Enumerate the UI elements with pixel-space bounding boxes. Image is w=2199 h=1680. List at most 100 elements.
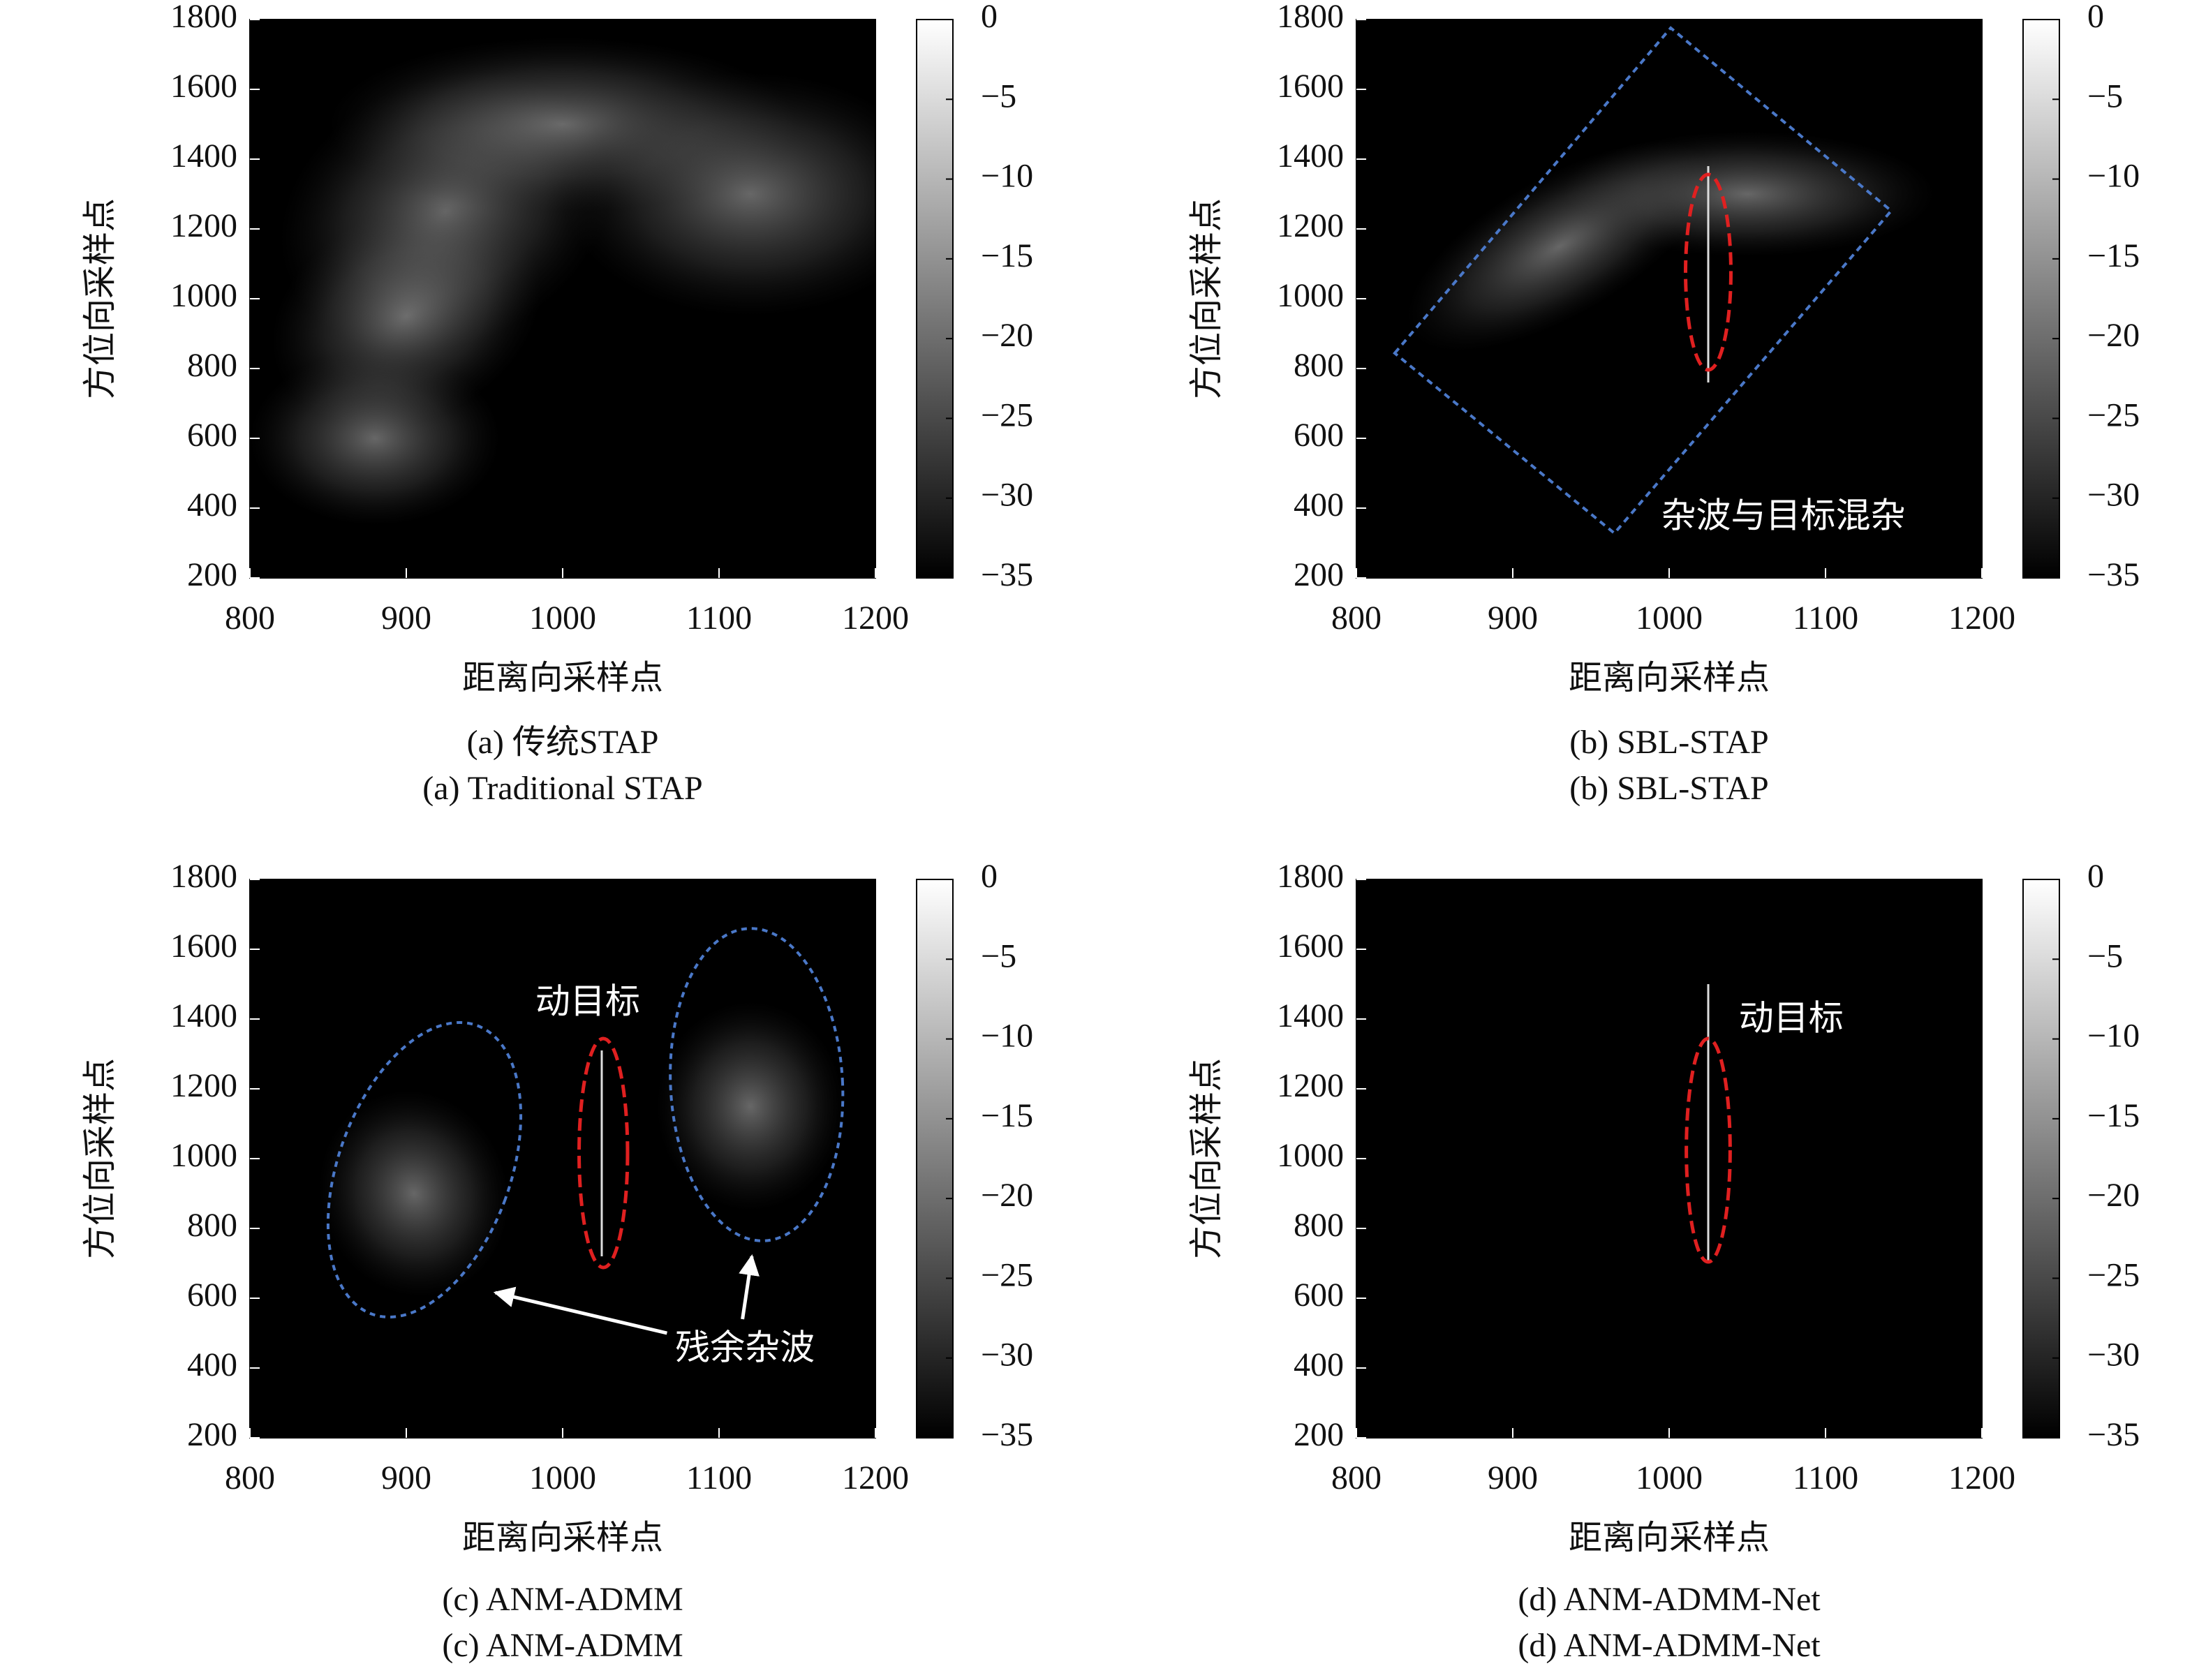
annotation: 动目标 [1739,998,1844,1037]
clutter-glow [250,351,501,526]
region-outline [669,927,845,1242]
colorbar-tick-label: −35 [2087,1416,2140,1453]
colorbar-tick-label: −25 [981,396,1033,433]
annotation: 残余杂波 [675,1328,815,1367]
y-tick-label: 1400 [1277,137,1344,174]
x-tick-label: 1000 [529,600,596,637]
heatmap-texture [250,37,875,526]
colorbar-tick-label: −10 [981,158,1033,195]
y-tick-label: 600 [1294,417,1344,454]
y-tick-label: 600 [187,1277,237,1314]
y-tick-label: 800 [187,347,237,384]
colorbar-tick-label: −5 [981,77,1016,114]
colorbar [2022,879,2060,1439]
x-tick-label: 900 [381,600,431,637]
annotation: 杂波与目标混杂 [1661,496,1906,535]
heatmap-texture [1407,131,1935,382]
colorbar-tick-label: −10 [981,1018,1033,1055]
x-tick-label: 1200 [842,600,909,637]
y-tick-label: 1000 [1277,277,1344,314]
y-tick-label: 200 [187,1416,237,1453]
y-tick-label: 400 [187,1346,237,1383]
annotation-arrow [493,1286,667,1335]
y-tick-label: 1800 [1277,858,1344,895]
x-tick-label: 800 [225,1459,275,1496]
x-tick-label: 1100 [1793,1459,1858,1496]
caption-cn: (a) 传统STAP [467,724,659,761]
colorbar-tick-label: −15 [2087,237,2140,274]
y-tick-label: 1800 [170,858,237,895]
colorbar [916,879,954,1439]
colorbar [916,19,954,579]
colorbar-tick-label: −35 [2087,556,2140,593]
x-axis-label: 距离向采样点 [462,1519,663,1556]
y-axis-label: 方位向采样点 [82,1058,119,1259]
annotation-arrow [739,1254,760,1320]
x-tick-label: 1100 [686,600,752,637]
x-axis-label: 距离向采样点 [1569,1519,1770,1556]
x-tick-label: 1000 [1636,1459,1703,1496]
y-tick-label: 800 [187,1207,237,1244]
colorbar-tick-label: −25 [981,1256,1033,1293]
x-tick-label: 1000 [529,1459,596,1496]
colorbar-tick-label: −5 [2087,77,2123,114]
colorbar-tick-label: −15 [2087,1097,2140,1134]
y-tick-label: 600 [187,417,237,454]
y-tick-label: 400 [187,486,237,523]
x-tick-label: 800 [1331,600,1382,637]
caption-cn: (b) SBL-STAP [1569,724,1769,761]
panel: 动目标 800 900 1000 1100 1200 200 400 600 800 1000 120… [1188,858,2140,1664]
colorbar-tick-label: −20 [981,1177,1033,1214]
colorbar-tick-label: −10 [2087,158,2140,195]
colorbar-tick-label: 0 [981,858,998,895]
caption-cn: (c) ANM-ADMM [442,1581,683,1618]
y-tick-label: 1200 [1277,1067,1344,1104]
clutter-glow [1560,131,1935,257]
colorbar-tick-label: −30 [981,477,1033,514]
colorbar [2022,19,2060,579]
y-tick-label: 1000 [1277,1137,1344,1174]
region-outline [326,1021,523,1318]
y-axis-label: 方位向采样点 [1188,198,1225,399]
colorbar-tick-label: −5 [981,937,1016,974]
colorbar-tick-label: −30 [2087,1337,2140,1374]
heatmap-area [1356,879,1982,1438]
colorbar-tick-label: 0 [2087,858,2104,895]
y-tick-label: 1400 [170,137,237,174]
colorbar-tick-label: −5 [2087,937,2123,974]
x-tick-label: 1200 [842,1459,909,1496]
y-tick-label: 1200 [1277,207,1344,244]
y-tick-label: 800 [1294,1207,1344,1244]
panel: 杂波与目标混杂 800 900 1000 1100 1200 200 400 600 800 100… [1188,0,2140,807]
y-tick-label: 1600 [1277,68,1344,105]
region-outline [577,1036,630,1270]
y-tick-label: 1400 [170,997,237,1034]
colorbar-tick-label: −15 [981,237,1033,274]
panel: 800 900 1000 1100 1200 200 400 600 800 1000 1200 14… [82,0,1033,807]
y-tick-label: 1000 [170,1137,237,1174]
x-tick-label: 800 [1331,1459,1382,1496]
clutter-glow [318,1090,510,1298]
region-outline [1685,1036,1732,1264]
y-tick-label: 1600 [170,68,237,105]
y-tick-label: 200 [1294,1416,1344,1453]
caption-cn: (d) ANM-ADMM-Net [1518,1581,1821,1618]
x-tick-label: 1200 [1948,600,2015,637]
colorbar-tick-label: −25 [2087,396,2140,433]
x-tick-label: 1200 [1948,1459,2015,1496]
colorbar-tick-label: −35 [981,1416,1033,1453]
y-tick-label: 1600 [1277,928,1344,965]
region-outline [1684,172,1733,372]
annotation: 动目标 [535,981,640,1020]
clutter-glow [656,1002,845,1211]
x-tick-label: 900 [381,1459,431,1496]
x-tick-label: 900 [1488,600,1538,637]
y-tick-label: 800 [1294,347,1344,384]
colorbar-tick-label: 0 [981,0,998,35]
colorbar-tick-label: −15 [981,1097,1033,1134]
y-tick-label: 400 [1294,1346,1344,1383]
x-axis-label: 距离向采样点 [462,660,663,697]
x-tick-label: 900 [1488,1459,1538,1496]
y-tick-label: 200 [187,556,237,593]
colorbar-tick-label: 0 [2087,0,2104,35]
